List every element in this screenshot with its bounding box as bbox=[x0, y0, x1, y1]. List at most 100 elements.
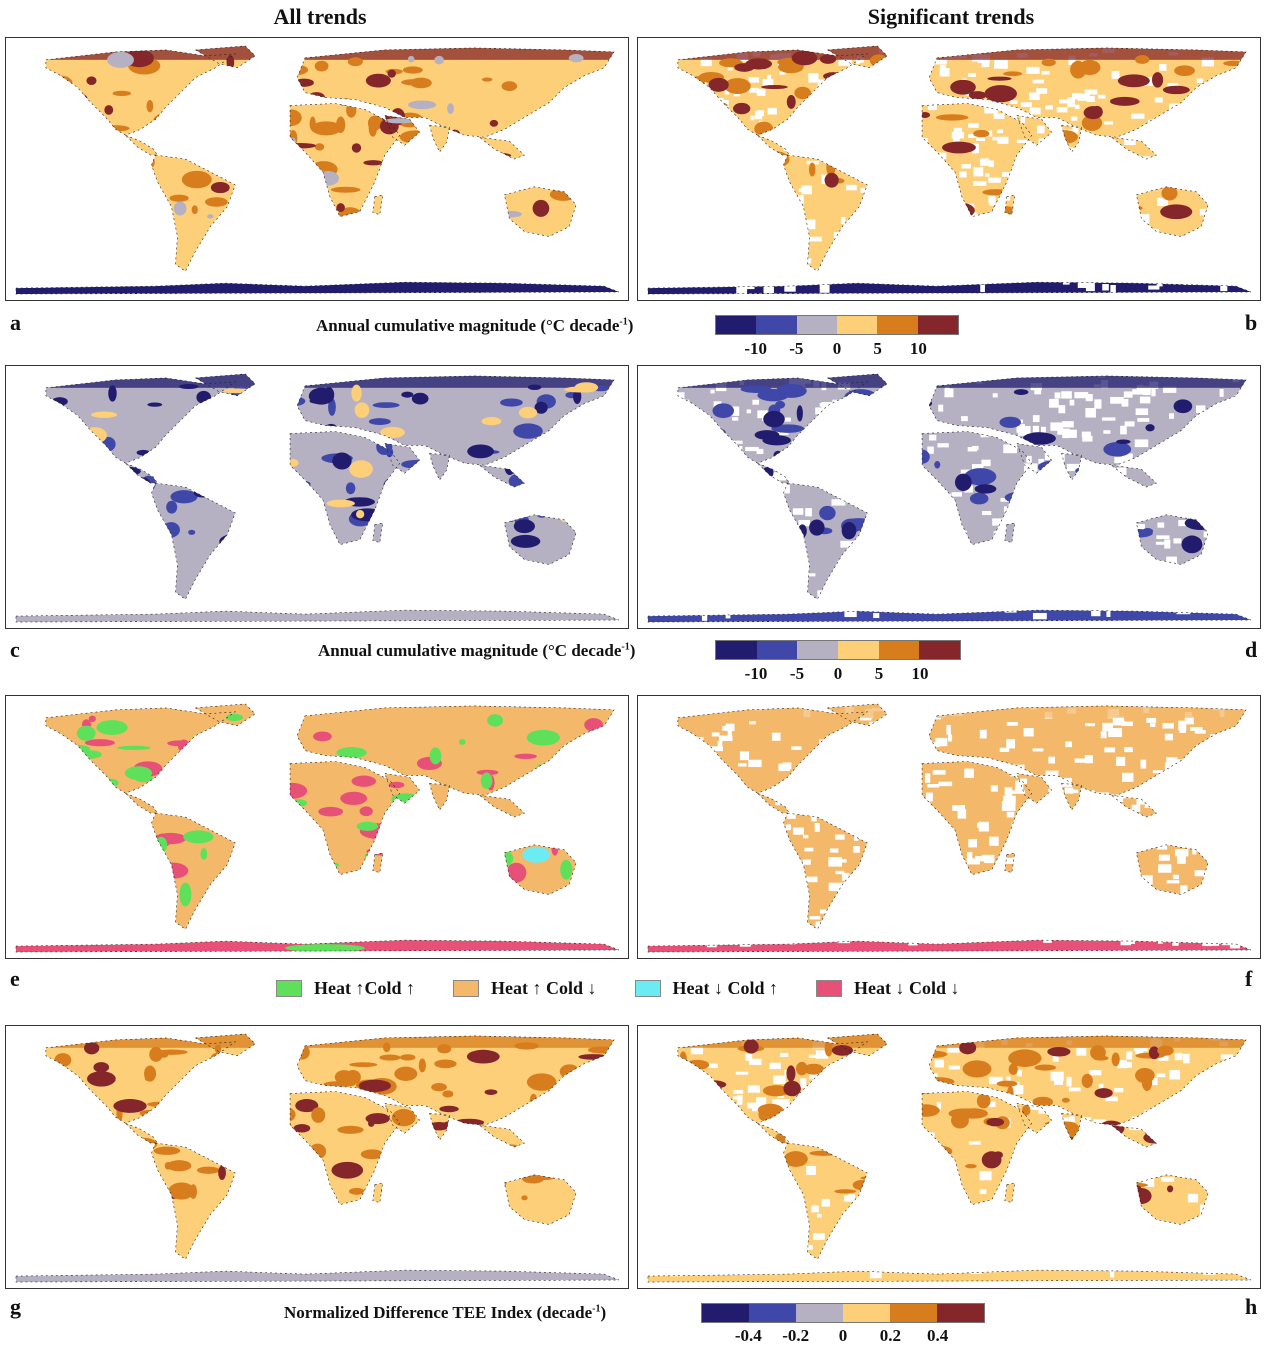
trend-cell bbox=[809, 519, 825, 536]
insignificant-cell bbox=[687, 103, 697, 114]
insignificant-cell bbox=[1173, 1231, 1188, 1239]
trend-cell bbox=[1026, 476, 1057, 492]
insignificant-cell bbox=[989, 240, 999, 247]
insignificant-cell bbox=[882, 1253, 896, 1260]
insignificant-cell bbox=[1031, 556, 1037, 562]
insignificant-cell bbox=[866, 596, 874, 605]
insignificant-cell bbox=[1231, 696, 1235, 703]
insignificant-cell bbox=[1104, 1260, 1112, 1266]
insignificant-cell bbox=[1072, 1033, 1087, 1038]
insignificant-cell bbox=[1252, 281, 1260, 286]
insignificant-cell bbox=[759, 532, 772, 542]
trend-cell bbox=[89, 857, 118, 871]
insignificant-cell bbox=[742, 533, 752, 542]
insignificant-cell bbox=[752, 1143, 758, 1151]
trend-cell bbox=[439, 1105, 459, 1113]
insignificant-cell bbox=[1210, 734, 1216, 742]
trend-cell bbox=[351, 384, 362, 402]
insignificant-cell bbox=[1132, 903, 1140, 913]
trend-cell bbox=[803, 1063, 825, 1075]
trend-cell bbox=[678, 441, 707, 451]
insignificant-cell bbox=[906, 1249, 912, 1258]
insignificant-cell bbox=[1206, 801, 1216, 807]
insignificant-cell bbox=[692, 38, 702, 44]
insignificant-cell bbox=[1037, 503, 1048, 513]
insignificant-cell bbox=[864, 85, 878, 92]
continent-eurasia bbox=[297, 47, 615, 138]
insignificant-cell bbox=[1128, 925, 1137, 935]
insignificant-cell bbox=[839, 1224, 849, 1230]
insignificant-cell bbox=[843, 127, 849, 134]
insignificant-cell bbox=[1048, 756, 1056, 764]
insignificant-cell bbox=[1122, 1201, 1134, 1206]
trend-cell bbox=[337, 1125, 364, 1134]
trend-cell bbox=[1143, 493, 1169, 499]
insignificant-cell bbox=[711, 732, 720, 737]
insignificant-cell bbox=[772, 1099, 781, 1106]
trend-cell bbox=[351, 508, 384, 522]
insignificant-cell bbox=[692, 736, 704, 742]
insignificant-cell bbox=[919, 1134, 931, 1142]
insignificant-cell bbox=[1003, 444, 1018, 454]
trend-cell bbox=[514, 1042, 540, 1050]
trend-cell bbox=[1163, 454, 1188, 462]
trend-cell bbox=[336, 747, 367, 759]
insignificant-cell bbox=[647, 786, 654, 791]
trend-cell bbox=[933, 515, 941, 534]
trend-cell bbox=[503, 1144, 522, 1154]
insignificant-cell bbox=[723, 524, 733, 530]
trend-cell bbox=[196, 390, 212, 404]
insignificant-cell bbox=[763, 285, 774, 294]
insignificant-cell bbox=[741, 1165, 746, 1175]
insignificant-cell bbox=[871, 560, 881, 565]
insignificant-cell bbox=[943, 705, 949, 715]
trend-cell bbox=[582, 1112, 606, 1122]
insignificant-cell bbox=[1197, 938, 1203, 943]
insignificant-cell bbox=[1061, 1177, 1068, 1185]
insignificant-cell bbox=[925, 773, 931, 783]
trend-cell bbox=[1152, 1158, 1172, 1171]
insignificant-cell bbox=[647, 910, 654, 915]
trend-cell bbox=[265, 393, 280, 410]
insignificant-cell bbox=[869, 721, 879, 726]
insignificant-cell bbox=[1049, 164, 1057, 169]
insignificant-cell bbox=[968, 839, 977, 848]
coastline bbox=[15, 1269, 620, 1283]
insignificant-cell bbox=[786, 530, 791, 535]
insignificant-cell bbox=[1169, 103, 1179, 112]
trend-cell bbox=[1078, 59, 1101, 76]
insignificant-cell bbox=[968, 1141, 981, 1145]
insignificant-cell bbox=[817, 590, 832, 599]
insignificant-cell bbox=[1069, 147, 1078, 153]
insignificant-cell bbox=[923, 516, 930, 521]
insignificant-cell bbox=[952, 805, 966, 811]
insignificant-cell bbox=[1109, 583, 1114, 593]
insignificant-cell bbox=[792, 776, 804, 786]
insignificant-cell bbox=[1129, 1178, 1136, 1186]
insignificant-cell bbox=[1090, 842, 1103, 851]
coastline bbox=[151, 1142, 236, 1260]
trend-cell bbox=[857, 71, 888, 79]
insignificant-cell bbox=[733, 1202, 746, 1211]
insignificant-cell bbox=[1191, 578, 1201, 588]
insignificant-cell bbox=[1103, 430, 1111, 434]
trend-cell bbox=[70, 862, 100, 874]
insignificant-cell bbox=[755, 144, 768, 148]
trend-cell bbox=[880, 1155, 908, 1172]
insignificant-cell bbox=[1157, 197, 1169, 207]
insignificant-cell bbox=[1104, 121, 1114, 125]
coastline bbox=[928, 705, 1247, 796]
insignificant-cell bbox=[1041, 236, 1049, 242]
trend-cell bbox=[786, 1065, 796, 1082]
insignificant-cell bbox=[1087, 791, 1093, 800]
insignificant-cell bbox=[1244, 232, 1252, 238]
trend-cell bbox=[587, 1046, 617, 1054]
trend-cell bbox=[704, 127, 713, 133]
insignificant-cell bbox=[1064, 550, 1074, 555]
trend-cell bbox=[834, 1189, 857, 1194]
panel-label-c: c bbox=[10, 637, 20, 662]
continent-northAmerica bbox=[677, 707, 868, 794]
insignificant-cell bbox=[950, 580, 961, 591]
trend-cell bbox=[325, 423, 337, 430]
trend-cell bbox=[45, 104, 69, 110]
